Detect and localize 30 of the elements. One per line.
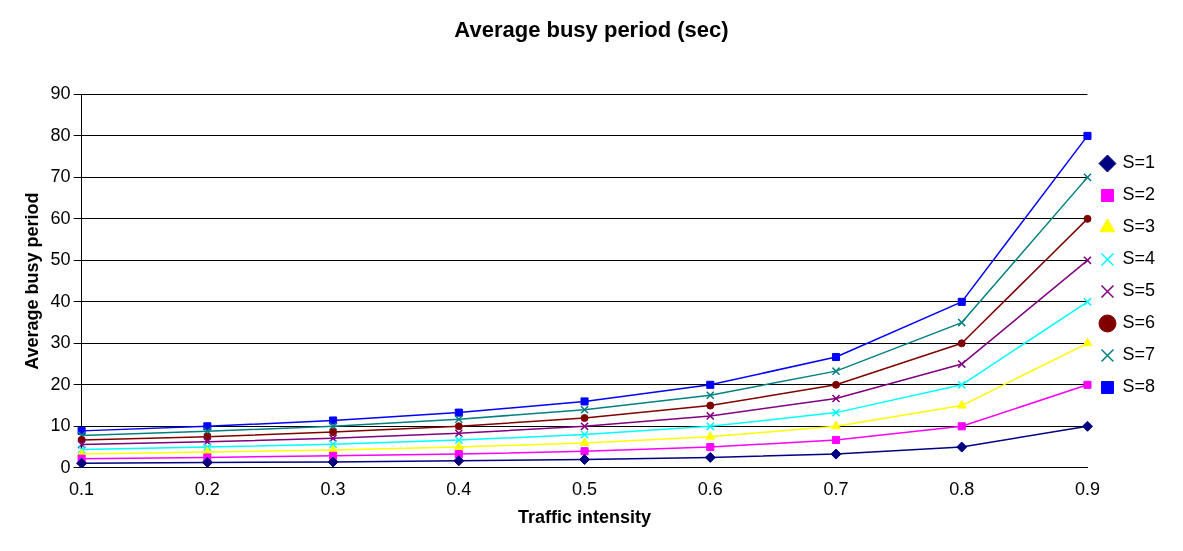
y-tick-label: 80	[50, 124, 71, 145]
legend-label: S=3	[1122, 216, 1155, 237]
legend-label: S=6	[1122, 312, 1155, 333]
y-axis-title: Average busy period	[21, 192, 42, 370]
y-tick-label: 10	[50, 415, 71, 436]
legend-label: S=5	[1122, 280, 1155, 301]
legend-label: S=7	[1122, 344, 1155, 365]
legend-label: S=8	[1122, 376, 1155, 397]
x-tick-label: 0.2	[194, 478, 220, 499]
legend-label: S=4	[1122, 248, 1155, 269]
x-tick-label: 0.6	[697, 478, 723, 499]
y-tick-label: 30	[50, 332, 71, 353]
legend-label: S=1	[1122, 152, 1155, 173]
y-tick-label: 40	[50, 290, 71, 311]
legend-label: S=2	[1122, 184, 1155, 205]
y-tick-label: 50	[50, 249, 71, 270]
x-tick-label: 0.7	[823, 478, 849, 499]
x-tick-label: 0.1	[69, 478, 95, 499]
x-tick-label: 0.3	[320, 478, 346, 499]
x-tick-label: 0.5	[572, 478, 598, 499]
y-tick-label: 60	[50, 207, 71, 228]
y-tick-label: 70	[50, 166, 71, 187]
x-axis-title: Traffic intensity	[518, 507, 652, 528]
x-tick-label: 0.4	[446, 478, 472, 499]
chart-title: Average busy period (sec)	[454, 17, 729, 43]
x-tick-label: 0.8	[949, 478, 975, 499]
y-tick-label: 0	[60, 456, 71, 477]
y-tick-label: 20	[50, 373, 71, 394]
x-tick-label: 0.9	[1074, 478, 1100, 499]
y-tick-label: 90	[50, 83, 71, 104]
